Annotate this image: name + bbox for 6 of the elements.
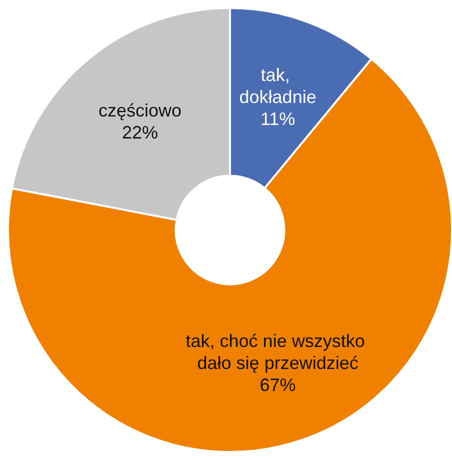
data-label: 22%: [122, 122, 158, 142]
data-label: 11%: [260, 109, 296, 130]
slice-label: częściowo: [98, 100, 182, 120]
slice-label: tak, dokładnie: [239, 65, 316, 108]
data-label: 67%: [260, 374, 296, 395]
slice-label: tak, choć nie wszystko dało się przewidzieć: [186, 330, 370, 373]
